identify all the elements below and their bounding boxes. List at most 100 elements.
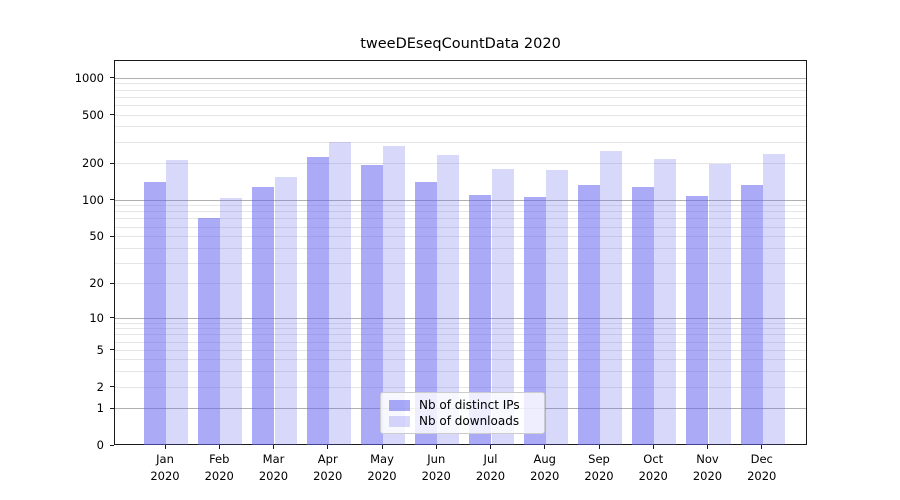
gridline-minor: [115, 386, 806, 388]
bar-mar-downloads: [274, 177, 297, 445]
bar-feb-downloads: [220, 197, 243, 445]
x-tick-month: Nov: [696, 452, 719, 466]
x-tick-label: Oct 2020: [625, 451, 681, 485]
bar-oct-downloads: [654, 158, 677, 445]
x-tick: [164, 445, 166, 449]
chart-title: tweeDEseqCountData 2020: [360, 36, 561, 52]
x-tick-year: 2020: [747, 469, 777, 483]
x-tick-month: Oct: [643, 452, 664, 466]
x-tick-label: Jan 2020: [137, 451, 193, 485]
x-tick: [598, 445, 600, 449]
y-tick: [110, 444, 114, 446]
bar-nov-downloads: [708, 163, 731, 445]
bar-jul-distinct-ips: [469, 195, 492, 445]
gridline-minor: [115, 89, 806, 91]
gridline-minor: [115, 262, 806, 264]
gridline-major: [115, 317, 806, 319]
bar-feb-distinct-ips: [198, 218, 221, 445]
x-tick-label: May 2020: [354, 451, 410, 485]
x-tick-year: 2020: [313, 469, 343, 483]
gridline-minor: [115, 96, 806, 98]
y-tick-label: 1000: [74, 70, 104, 85]
gridline-minor: [115, 141, 806, 143]
bar-apr-distinct-ips: [306, 157, 329, 445]
y-tick: [110, 199, 114, 201]
bar-jan-distinct-ips: [143, 181, 166, 445]
x-tick: [381, 445, 383, 449]
x-tick-month: Sep: [588, 452, 610, 466]
y-tick: [110, 114, 114, 116]
gridline-minor: [115, 163, 806, 165]
bar-may-downloads: [383, 146, 406, 445]
gridline-minor: [115, 322, 806, 324]
gridline-minor: [115, 114, 806, 116]
x-tick-month: Feb: [209, 452, 230, 466]
plot-area: [114, 60, 807, 445]
x-tick: [652, 445, 654, 449]
gridline-minor: [115, 205, 806, 207]
gridline-minor: [115, 211, 806, 213]
x-tick-label: Mar 2020: [246, 451, 302, 485]
gridline-minor: [115, 349, 806, 351]
y-tick-label: 50: [89, 229, 104, 244]
gridline-minor: [115, 371, 806, 373]
x-tick-month: Apr: [317, 452, 338, 466]
legend: Nb of distinct IPs Nb of downloads: [380, 392, 545, 434]
bar-dec-distinct-ips: [740, 184, 763, 445]
gridline-minor: [115, 359, 806, 361]
bar-oct-distinct-ips: [632, 186, 655, 445]
gridline-major: [115, 77, 806, 79]
y-tick-label: 20: [89, 276, 104, 291]
bar-dec-downloads: [762, 154, 785, 445]
gridline-minor: [115, 226, 806, 228]
x-tick-label: Aug 2020: [517, 451, 573, 485]
legend-swatch-downloads-icon: [389, 415, 410, 427]
x-tick-year: 2020: [530, 469, 560, 483]
x-tick-label: Nov 2020: [680, 451, 736, 485]
y-tick: [110, 162, 114, 164]
y-tick: [110, 77, 114, 79]
bar-aug-downloads: [545, 170, 568, 445]
x-tick-month: Dec: [750, 452, 773, 466]
gridline-minor: [115, 236, 806, 238]
x-tick-year: 2020: [421, 469, 451, 483]
x-tick-year: 2020: [367, 469, 397, 483]
gridline-minor: [115, 126, 806, 128]
x-tick: [435, 445, 437, 449]
y-tick-label: 100: [82, 192, 104, 207]
legend-swatch-distinct-ips-icon: [389, 399, 410, 411]
x-tick: [273, 445, 274, 449]
bar-apr-downloads: [328, 141, 351, 445]
y-tick: [110, 317, 114, 319]
gridline-minor: [115, 83, 806, 85]
x-tick-month: Jul: [483, 452, 498, 466]
bar-nov-distinct-ips: [686, 196, 709, 445]
y-tick: [110, 282, 114, 284]
x-tick-year: 2020: [475, 469, 506, 483]
x-tick-year: 2020: [204, 469, 234, 483]
x-tick-year: 2020: [638, 469, 668, 483]
y-tick-label: 5: [96, 342, 104, 357]
x-tick-label: Apr 2020: [300, 451, 356, 485]
bar-sep-downloads: [600, 150, 623, 445]
bar-may-distinct-ips: [360, 164, 383, 445]
y-tick: [110, 349, 114, 351]
gridline-minor: [115, 247, 806, 249]
y-tick: [110, 235, 114, 237]
x-tick: [327, 445, 329, 449]
gridline-minor: [115, 328, 806, 330]
x-tick: [218, 445, 220, 449]
x-tick-label: Jul 2020: [463, 451, 519, 485]
bar-jun-downloads: [437, 154, 460, 445]
y-tick-label: 0: [96, 438, 104, 452]
bar-sep-distinct-ips: [577, 184, 600, 445]
x-tick-label: Feb 2020: [191, 451, 247, 485]
x-tick: [544, 445, 546, 449]
x-tick-year: 2020: [584, 469, 614, 483]
x-tick-month: Aug: [533, 452, 556, 466]
gridline-major: [115, 199, 806, 201]
gridline-minor: [115, 218, 806, 220]
bar-mar-distinct-ips: [252, 186, 275, 445]
gridline-minor: [115, 341, 806, 343]
